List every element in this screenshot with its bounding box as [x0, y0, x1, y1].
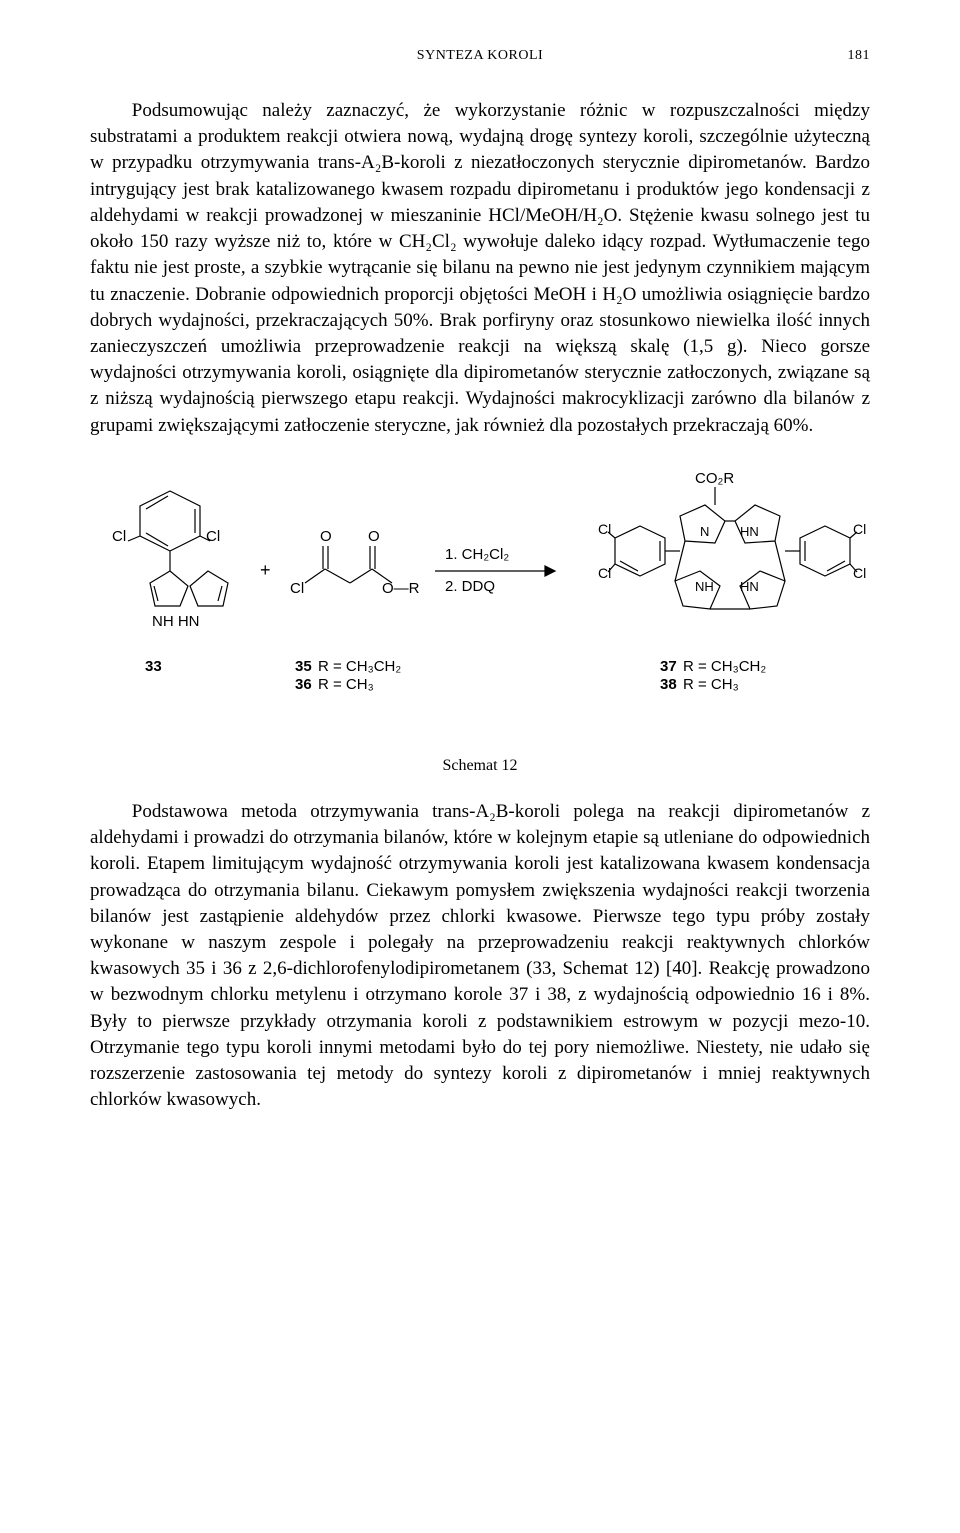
atom-nh: NH	[695, 579, 714, 594]
compound-36: 36	[295, 676, 312, 693]
atom-cl: Cl	[853, 565, 866, 581]
compound-37-r: R = CH₃CH₂	[683, 658, 766, 675]
atom-o: O	[368, 528, 380, 545]
atom-cl: Cl	[290, 580, 304, 597]
compound-38-r: R = CH₃	[683, 676, 739, 693]
running-title: SYNTEZA KOROLI	[417, 48, 543, 64]
atom-o: O	[320, 528, 332, 545]
atom-cl: Cl	[206, 528, 220, 545]
atom-hn: HN	[740, 524, 759, 539]
paragraph-1: Podsumowując należy zaznaczyć, że wykorz…	[90, 98, 870, 439]
running-header: SYNTEZA KOROLI 181	[90, 48, 870, 68]
page: SYNTEZA KOROLI 181 Podsumowując należy z…	[0, 0, 960, 1192]
atom-hn: HN	[740, 579, 759, 594]
atom-or: O—R	[382, 580, 420, 597]
atom-co2r: CO₂R	[695, 471, 734, 487]
compound-33: 33	[145, 658, 162, 675]
atom-cl: Cl	[598, 565, 611, 581]
compound-38: 38	[660, 676, 677, 693]
atom-cl: Cl	[853, 521, 866, 537]
page-number: 181	[848, 48, 871, 64]
atom-n: N	[700, 524, 709, 539]
arrow-cond-2: 2. DDQ	[445, 578, 495, 595]
arrow-cond-1: 1. CH₂Cl₂	[445, 546, 509, 563]
paragraph-2: Podstawowa metoda otrzymywania trans-A₂B…	[90, 799, 870, 1114]
compound-35: 35	[295, 658, 312, 675]
atom-nhhn: NH HN	[152, 613, 200, 630]
compound-37: 37	[660, 658, 677, 675]
scheme-svg: Cl Cl NH HN +	[90, 471, 870, 731]
scheme-caption: Schemat 12	[90, 757, 870, 775]
scheme-12: Cl Cl NH HN +	[90, 471, 870, 731]
atom-cl: Cl	[112, 528, 126, 545]
plus-sign: +	[260, 560, 271, 580]
compound-35-r: R = CH₃CH₂	[318, 658, 401, 675]
atom-cl: Cl	[598, 521, 611, 537]
compound-36-r: R = CH₃	[318, 676, 374, 693]
